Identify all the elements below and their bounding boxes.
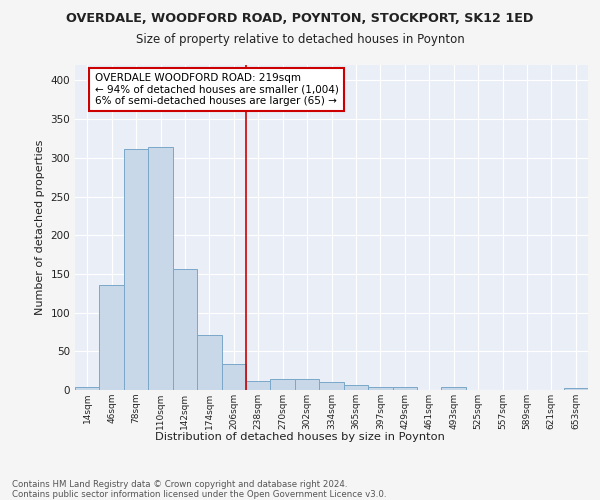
Text: Contains HM Land Registry data © Crown copyright and database right 2024.
Contai: Contains HM Land Registry data © Crown c… [12, 480, 386, 499]
Bar [173, 268, 197, 390]
Bar [246, 382, 271, 390]
Bar [392, 387, 417, 390]
Bar [75, 387, 100, 390]
Bar [563, 388, 588, 390]
Bar [197, 335, 221, 390]
Bar [319, 382, 344, 390]
Text: Size of property relative to detached houses in Poynton: Size of property relative to detached ho… [136, 32, 464, 46]
Bar [368, 387, 392, 390]
Text: OVERDALE, WOODFORD ROAD, POYNTON, STOCKPORT, SK12 1ED: OVERDALE, WOODFORD ROAD, POYNTON, STOCKP… [67, 12, 533, 26]
Bar [221, 364, 246, 390]
Bar [344, 384, 368, 390]
Bar [442, 387, 466, 390]
Bar [295, 379, 319, 390]
Text: Distribution of detached houses by size in Poynton: Distribution of detached houses by size … [155, 432, 445, 442]
Bar [148, 147, 173, 390]
Bar [124, 148, 148, 390]
Text: OVERDALE WOODFORD ROAD: 219sqm
← 94% of detached houses are smaller (1,004)
6% o: OVERDALE WOODFORD ROAD: 219sqm ← 94% of … [95, 72, 338, 106]
Bar [100, 285, 124, 390]
Y-axis label: Number of detached properties: Number of detached properties [35, 140, 45, 315]
Bar [271, 379, 295, 390]
